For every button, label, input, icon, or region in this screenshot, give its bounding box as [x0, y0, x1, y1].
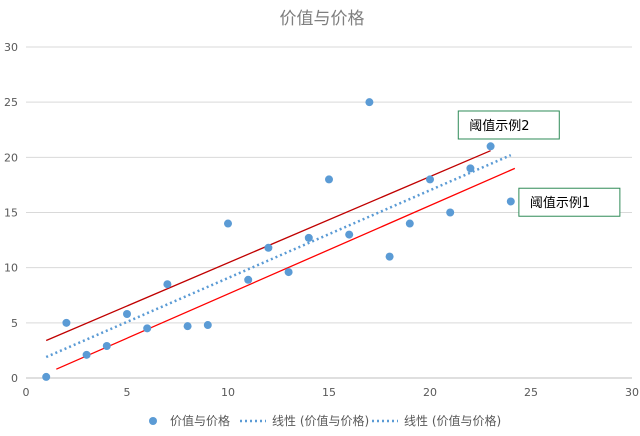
data-point	[405, 219, 414, 228]
x-tick-label: 20	[423, 386, 437, 399]
data-points	[42, 98, 515, 381]
legend-marker-scatter	[149, 417, 157, 425]
threshold-label-box	[457, 110, 560, 140]
x-tick-label: 10	[221, 386, 235, 399]
x-tick-label: 30	[625, 386, 639, 399]
data-point	[486, 142, 495, 151]
trendline	[45, 153, 512, 359]
y-tick-label: 25	[4, 96, 18, 109]
y-tick-label: 5	[11, 317, 18, 330]
y-tick-label: 15	[4, 207, 18, 220]
data-point	[143, 324, 152, 333]
data-point	[42, 372, 51, 381]
threshold-label: 阈值示例1	[530, 195, 590, 211]
data-point	[102, 342, 111, 351]
data-point	[385, 252, 394, 261]
data-point	[506, 197, 515, 206]
data-point	[466, 164, 475, 173]
x-tick-label: 15	[322, 386, 336, 399]
data-point	[244, 275, 253, 284]
y-tick-label: 30	[4, 41, 18, 54]
y-tick-label: 0	[11, 372, 18, 385]
legend: 价值与价格 线性 (价值与价格) 线性 (价值与价格)	[149, 413, 501, 428]
lines	[45, 150, 516, 370]
threshold-line	[56, 167, 516, 370]
gridlines	[26, 46, 632, 324]
data-point	[345, 230, 354, 239]
x-tick-label: 0	[23, 386, 30, 399]
legend-label: 价值与价格	[170, 413, 230, 428]
chart-title: 价值与价格	[280, 9, 365, 29]
data-point	[426, 175, 434, 184]
data-point	[62, 318, 71, 327]
annotations: 阈值示例2 阈值示例1	[457, 110, 621, 217]
data-point	[82, 350, 91, 359]
axes: 0 5 10 15 20 25 30 0 5 10 15 20 25 30	[4, 41, 639, 399]
threshold-label: 阈值示例2	[469, 118, 529, 134]
threshold-label-box	[518, 187, 621, 217]
x-tick-label: 5	[124, 386, 131, 399]
data-point	[224, 219, 232, 228]
data-point	[304, 233, 313, 242]
data-point	[264, 243, 273, 252]
data-point	[325, 175, 333, 184]
y-tick-label: 10	[4, 262, 18, 275]
legend-label: 线性 (价值与价格)	[404, 413, 501, 428]
x-tick-label: 25	[524, 386, 538, 399]
y-tick-label: 20	[4, 151, 18, 164]
data-point	[365, 98, 374, 107]
data-point	[163, 280, 172, 289]
data-point	[446, 208, 455, 217]
data-point	[183, 322, 192, 331]
data-point	[284, 268, 293, 277]
legend-label: 线性 (价值与价格)	[272, 413, 369, 428]
data-point	[203, 321, 212, 330]
data-point	[123, 310, 131, 319]
